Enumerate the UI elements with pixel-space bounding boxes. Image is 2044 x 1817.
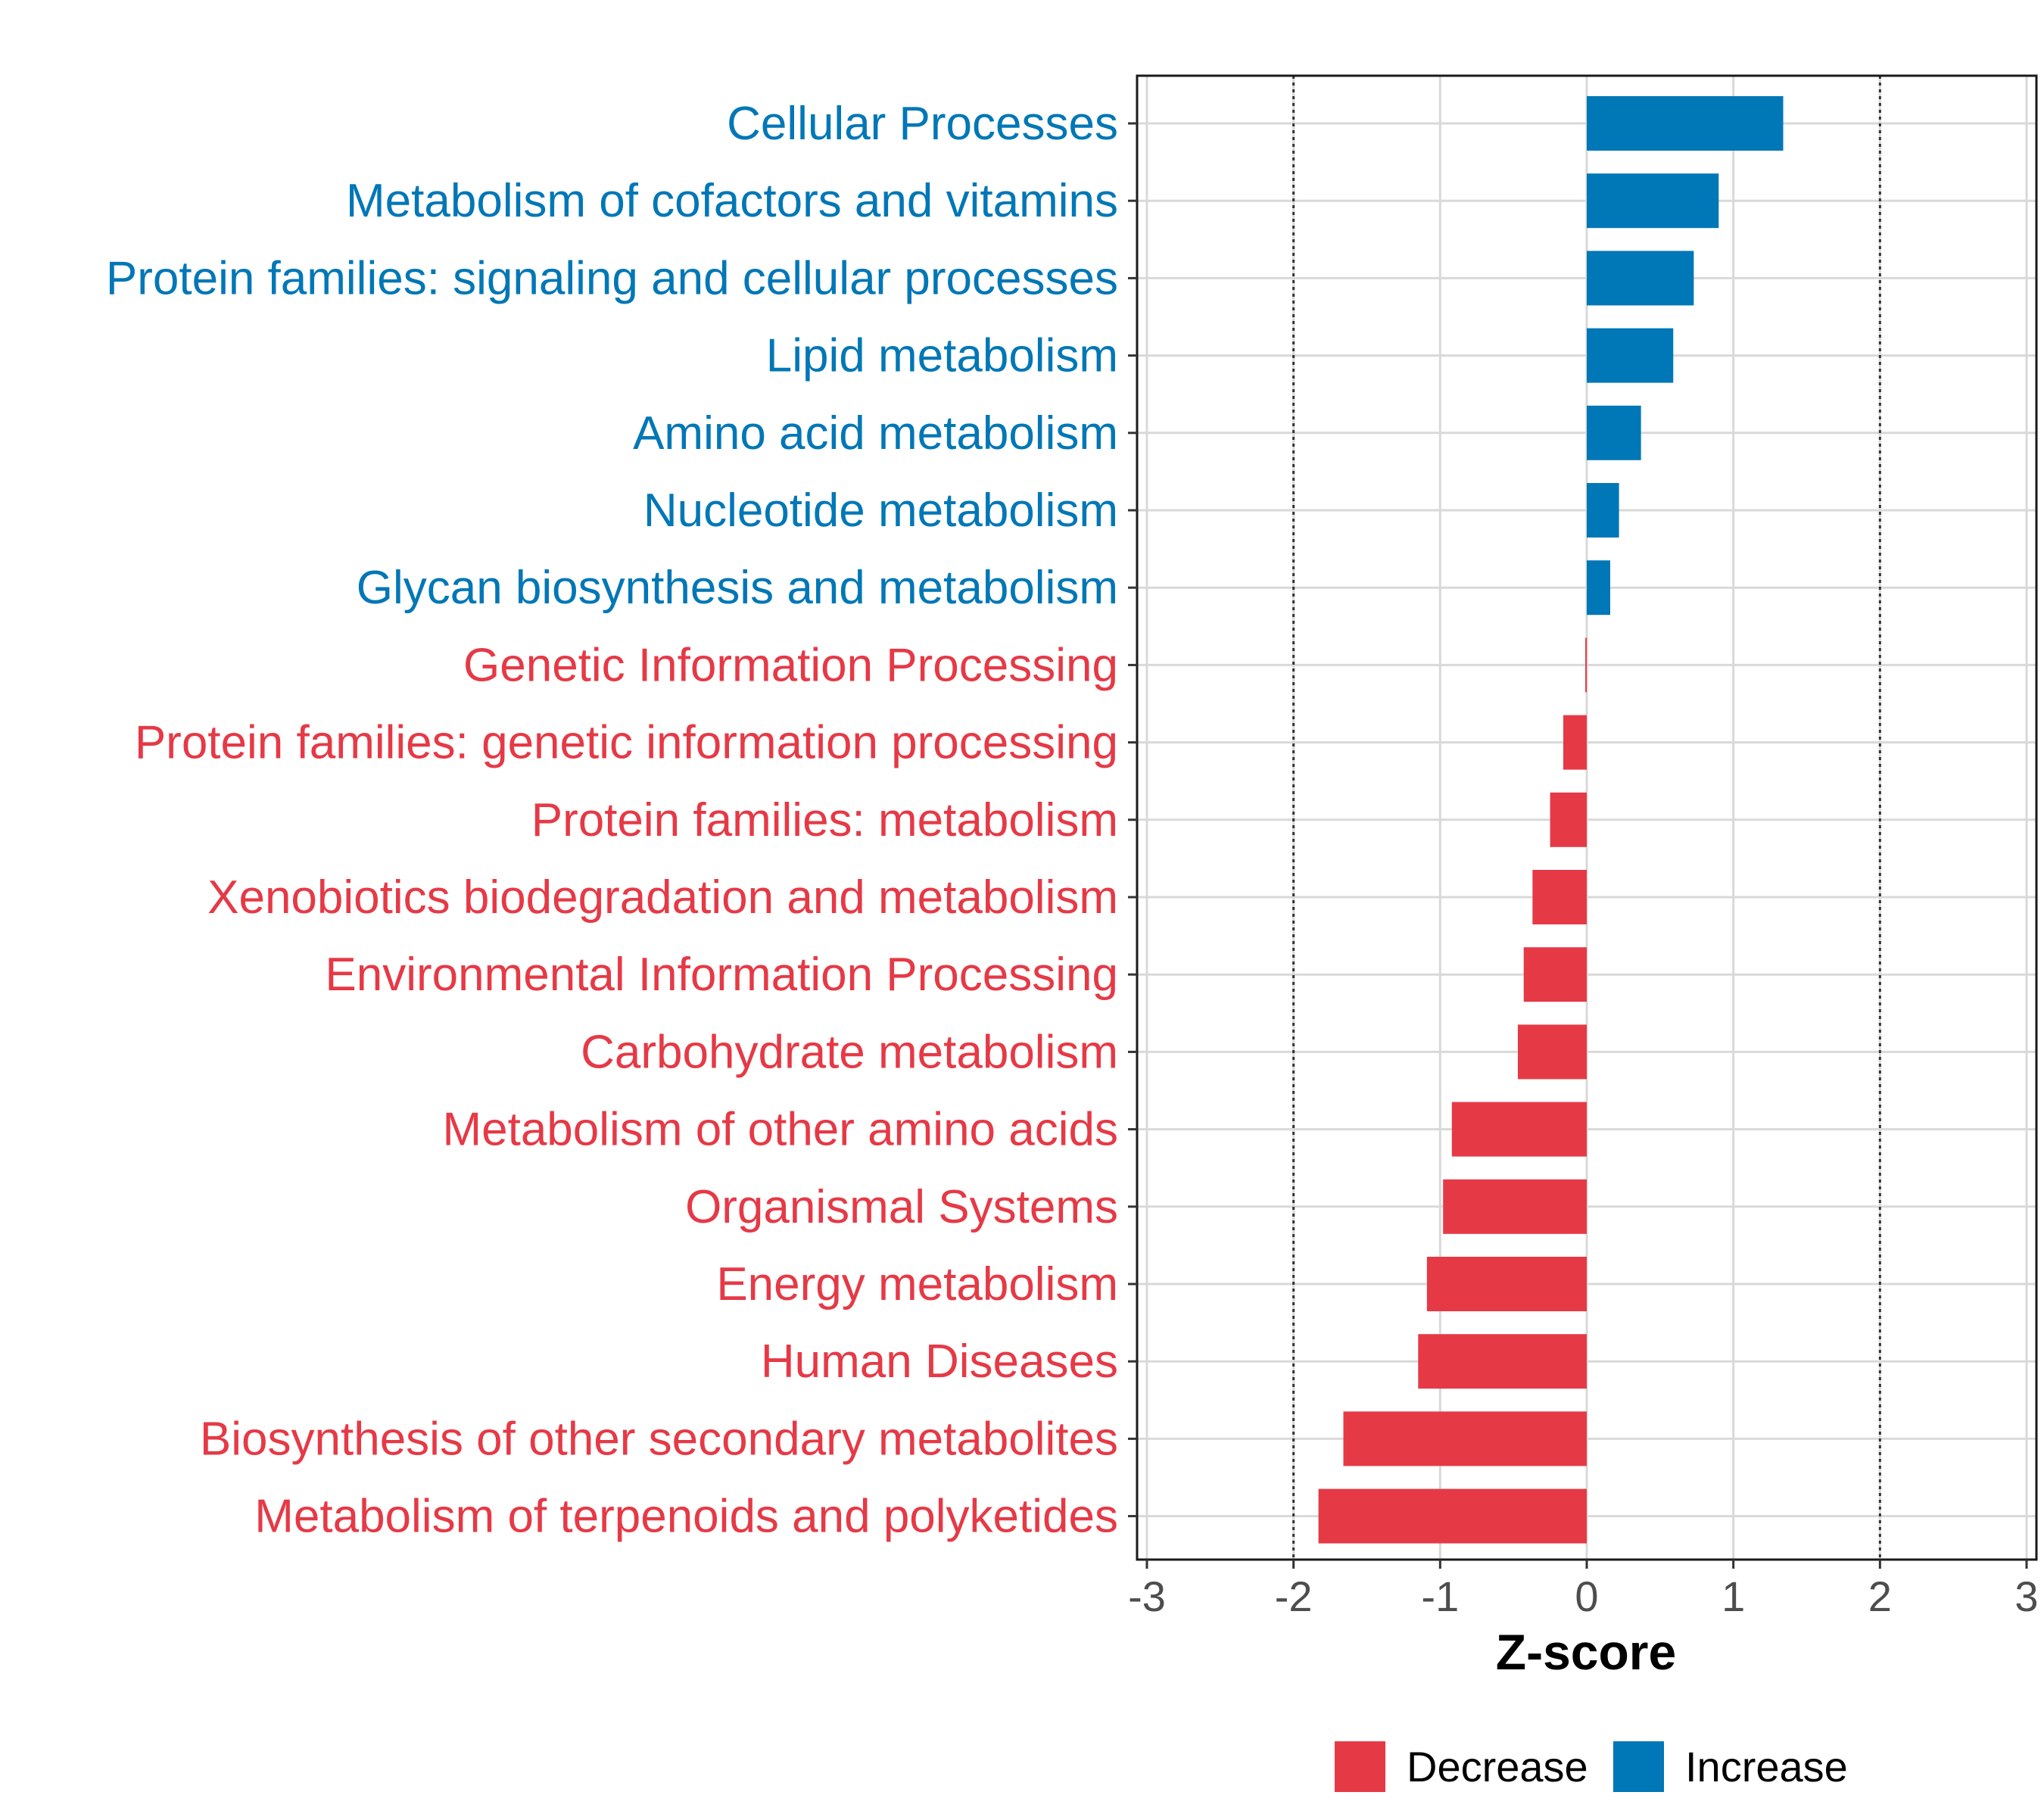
bar — [1523, 947, 1587, 1002]
x-tick-label: -1 — [1421, 1572, 1459, 1620]
category-label: Protein families: genetic information pr… — [135, 717, 1118, 769]
category-label: Protein families: metabolism — [531, 794, 1118, 846]
bar — [1532, 870, 1587, 924]
x-tick-label: -2 — [1275, 1572, 1313, 1620]
x-tick-label: 1 — [1722, 1572, 1745, 1620]
legend-swatch — [1613, 1741, 1664, 1792]
x-tick-label: 3 — [2014, 1572, 2038, 1620]
bar — [1418, 1334, 1587, 1389]
bar — [1443, 1179, 1587, 1234]
bar — [1451, 1102, 1587, 1157]
y-axis-ticks: Cellular Processes Metabolism of cofactor… — [106, 98, 1137, 1543]
bar — [1550, 792, 1587, 847]
category-label: Environmental Information Processing — [325, 949, 1118, 1001]
category-label: Genetic Information Processing — [463, 639, 1118, 691]
category-label: Biosynthesis of other secondary metaboli… — [200, 1413, 1118, 1465]
reference-lines — [1292, 76, 1881, 1560]
bar — [1587, 405, 1641, 460]
category-label: Xenobiotics biodegradation and metabolis… — [207, 871, 1118, 924]
bar — [1585, 637, 1588, 693]
bars — [1318, 96, 1784, 1544]
bar — [1587, 173, 1719, 229]
bar — [1587, 560, 1610, 616]
bar — [1563, 715, 1587, 770]
category-label: Human Diseases — [761, 1335, 1118, 1388]
category-label: Protein families: signaling and cellular… — [106, 252, 1118, 304]
category-label: Cellular Processes — [727, 98, 1118, 150]
category-label: Metabolism of other amino acids — [442, 1104, 1118, 1156]
bar — [1587, 251, 1694, 306]
category-label: Energy metabolism — [716, 1258, 1118, 1311]
legend-label: Increase — [1685, 1743, 1848, 1791]
bar — [1587, 483, 1619, 538]
bar — [1587, 328, 1674, 383]
bar — [1587, 96, 1784, 151]
category-label: Carbohydrate metabolism — [581, 1026, 1118, 1078]
category-label: Metabolism of cofactors and vitamins — [346, 175, 1118, 227]
x-axis-ticks: -3 -2 -1 0 1 2 3 — [1128, 1560, 2039, 1620]
category-label: Lipid metabolism — [766, 330, 1118, 382]
legend-label: Decrease — [1407, 1743, 1588, 1791]
category-label: Metabolism of terpenoids and polyketides — [254, 1491, 1118, 1543]
category-label: Organismal Systems — [685, 1181, 1118, 1233]
legend: Decrease Increase — [1335, 1741, 1848, 1792]
x-tick-label: 2 — [1868, 1572, 1892, 1620]
category-label: Nucleotide metabolism — [643, 485, 1118, 537]
category-label: Amino acid metabolism — [633, 407, 1118, 460]
bar — [1517, 1024, 1587, 1080]
bar — [1343, 1411, 1587, 1466]
legend-swatch — [1335, 1741, 1385, 1792]
x-tick-label: -3 — [1128, 1572, 1166, 1620]
x-axis-title: Z-score — [1496, 1624, 1676, 1680]
x-tick-label: 0 — [1575, 1572, 1598, 1620]
bar — [1318, 1488, 1587, 1544]
bar — [1426, 1257, 1587, 1311]
category-label: Glycan biosynthesis and metabolism — [357, 562, 1118, 614]
